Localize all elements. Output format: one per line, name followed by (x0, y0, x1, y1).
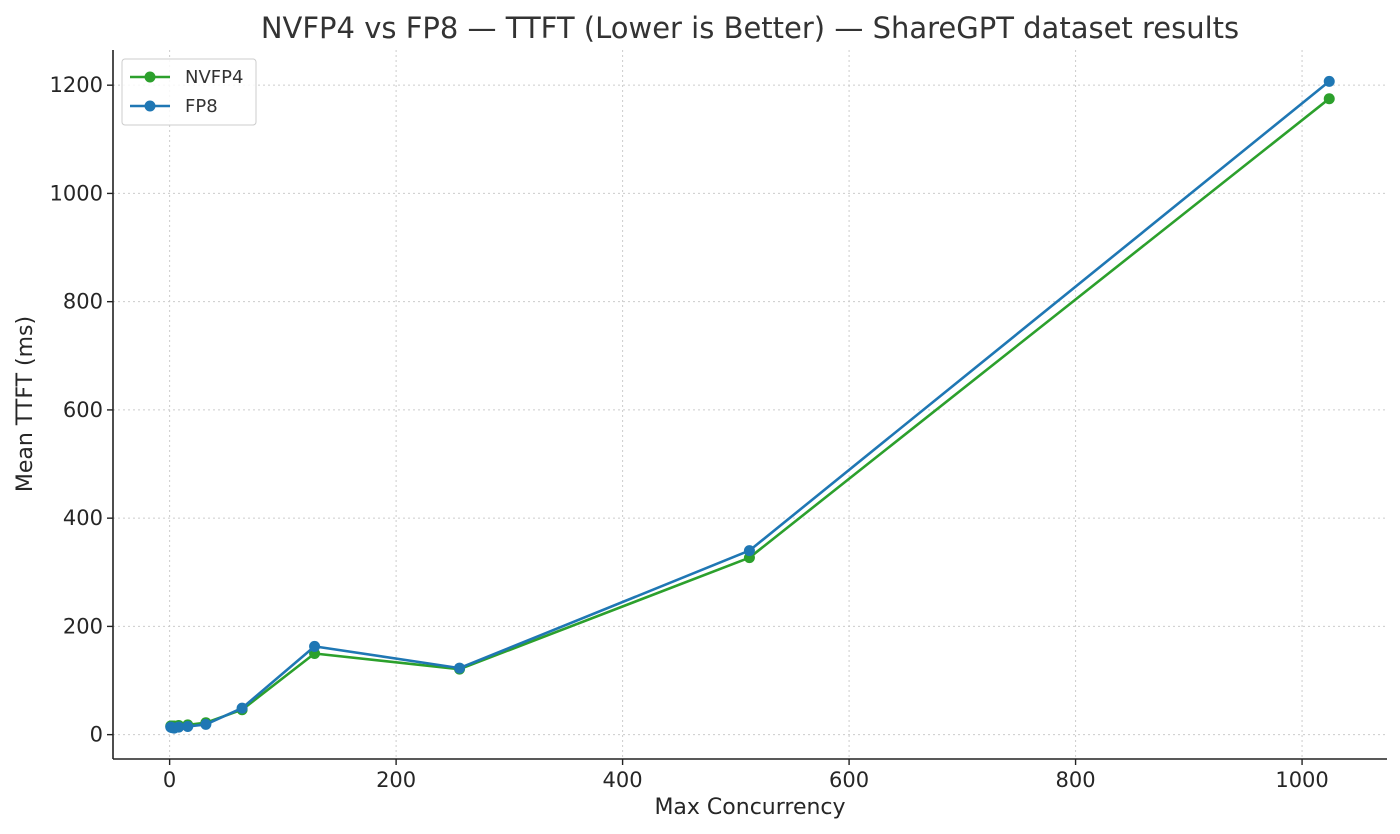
series-line (170, 80, 1331, 730)
legend: NVFP4 FP8 (121, 58, 257, 126)
legend-marker (144, 71, 156, 83)
y-tick-label: 200 (63, 614, 103, 638)
x-tick-label: 600 (829, 768, 869, 792)
data-point (173, 721, 185, 733)
y-tick-label: 400 (63, 506, 103, 530)
x-tick-label: 200 (376, 768, 416, 792)
y-tick-label: 1000 (50, 181, 103, 205)
axes (112, 50, 1387, 760)
data-point (236, 702, 248, 714)
series-fp8 (165, 75, 1335, 734)
x-tick-label: 0 (163, 768, 176, 792)
data-point (309, 640, 321, 652)
legend-frame (121, 58, 257, 126)
axis-ticks: 0 200 400 600 800 1000 0 200 400 600 800 1000 1200 (50, 73, 1329, 792)
grid-lines (113, 50, 1387, 759)
chart-title: NVFP4 vs FP8 — TTFT (Lower is Better) — … (261, 11, 1239, 45)
data-point (743, 545, 755, 557)
data-point (1323, 93, 1335, 105)
y-tick-label: 1200 (50, 73, 103, 97)
legend-marker (144, 100, 156, 112)
y-tick-label: 0 (90, 723, 103, 747)
data-point (454, 662, 466, 674)
plot-series (165, 75, 1335, 734)
legend-label: FP8 (185, 96, 218, 117)
data-point (200, 718, 212, 730)
y-tick-label: 800 (63, 290, 103, 314)
x-tick-label: 800 (1056, 768, 1096, 792)
x-tick-label: 400 (603, 768, 643, 792)
x-axis-label: Max Concurrency (654, 795, 845, 820)
data-point (182, 721, 194, 733)
legend-label: NVFP4 (185, 67, 243, 88)
y-tick-label: 600 (63, 398, 103, 422)
series-nvfp4 (165, 93, 1335, 732)
legend-item-nvfp4: NVFP4 (130, 67, 243, 88)
series-line (170, 97, 1331, 728)
x-tick-label: 1000 (1275, 768, 1328, 792)
y-axis-label: Mean TTFT (ms) (13, 316, 38, 492)
data-point (1323, 75, 1335, 87)
legend-item-fp8: FP8 (130, 96, 218, 117)
